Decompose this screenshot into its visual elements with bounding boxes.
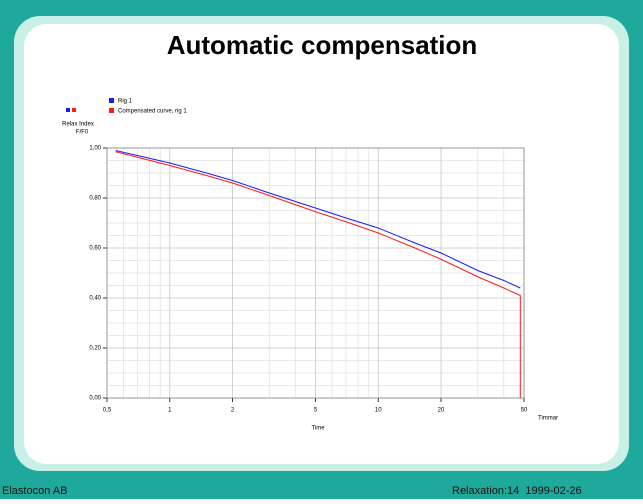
legend-label: Compensated curve, rig 1 [118,109,187,115]
series-line [115,150,521,289]
y-axis-label: F/F0 [76,130,89,136]
legend-swatch [109,108,114,113]
legend-icon [72,108,76,112]
x-tick-label: 50 [521,408,528,414]
y-tick-label: 1,00 [89,146,101,152]
x-axis-unit: Timmar [538,416,558,422]
footer-right: Relaxation:14 1999-02-26 [452,485,582,497]
x-axis-label: Time [311,426,325,432]
x-tick-label: 0,5 [103,408,112,414]
y-tick-label: 0,60 [89,246,101,252]
y-axis-label: Relax Index [62,122,94,128]
legend-label: Rig 1 [118,99,133,105]
footer-left: Elastocon AB [2,485,67,497]
x-tick-label: 10 [375,408,382,414]
x-tick-label: 20 [438,408,445,414]
legend-swatch [109,98,114,103]
x-tick-label: 2 [231,408,235,414]
x-tick-label: 5 [314,408,318,414]
y-tick-label: 0,00 [89,396,101,402]
x-tick-label: 1 [168,408,172,414]
y-tick-label: 0,80 [89,196,101,202]
series-line [115,151,521,398]
legend-icon [66,108,70,112]
y-tick-label: 0,40 [89,296,101,302]
plot-frame [106,147,525,399]
panel [24,24,619,464]
chart-title: Automatic compensation [167,30,478,60]
y-tick-label: 0,20 [89,346,101,352]
